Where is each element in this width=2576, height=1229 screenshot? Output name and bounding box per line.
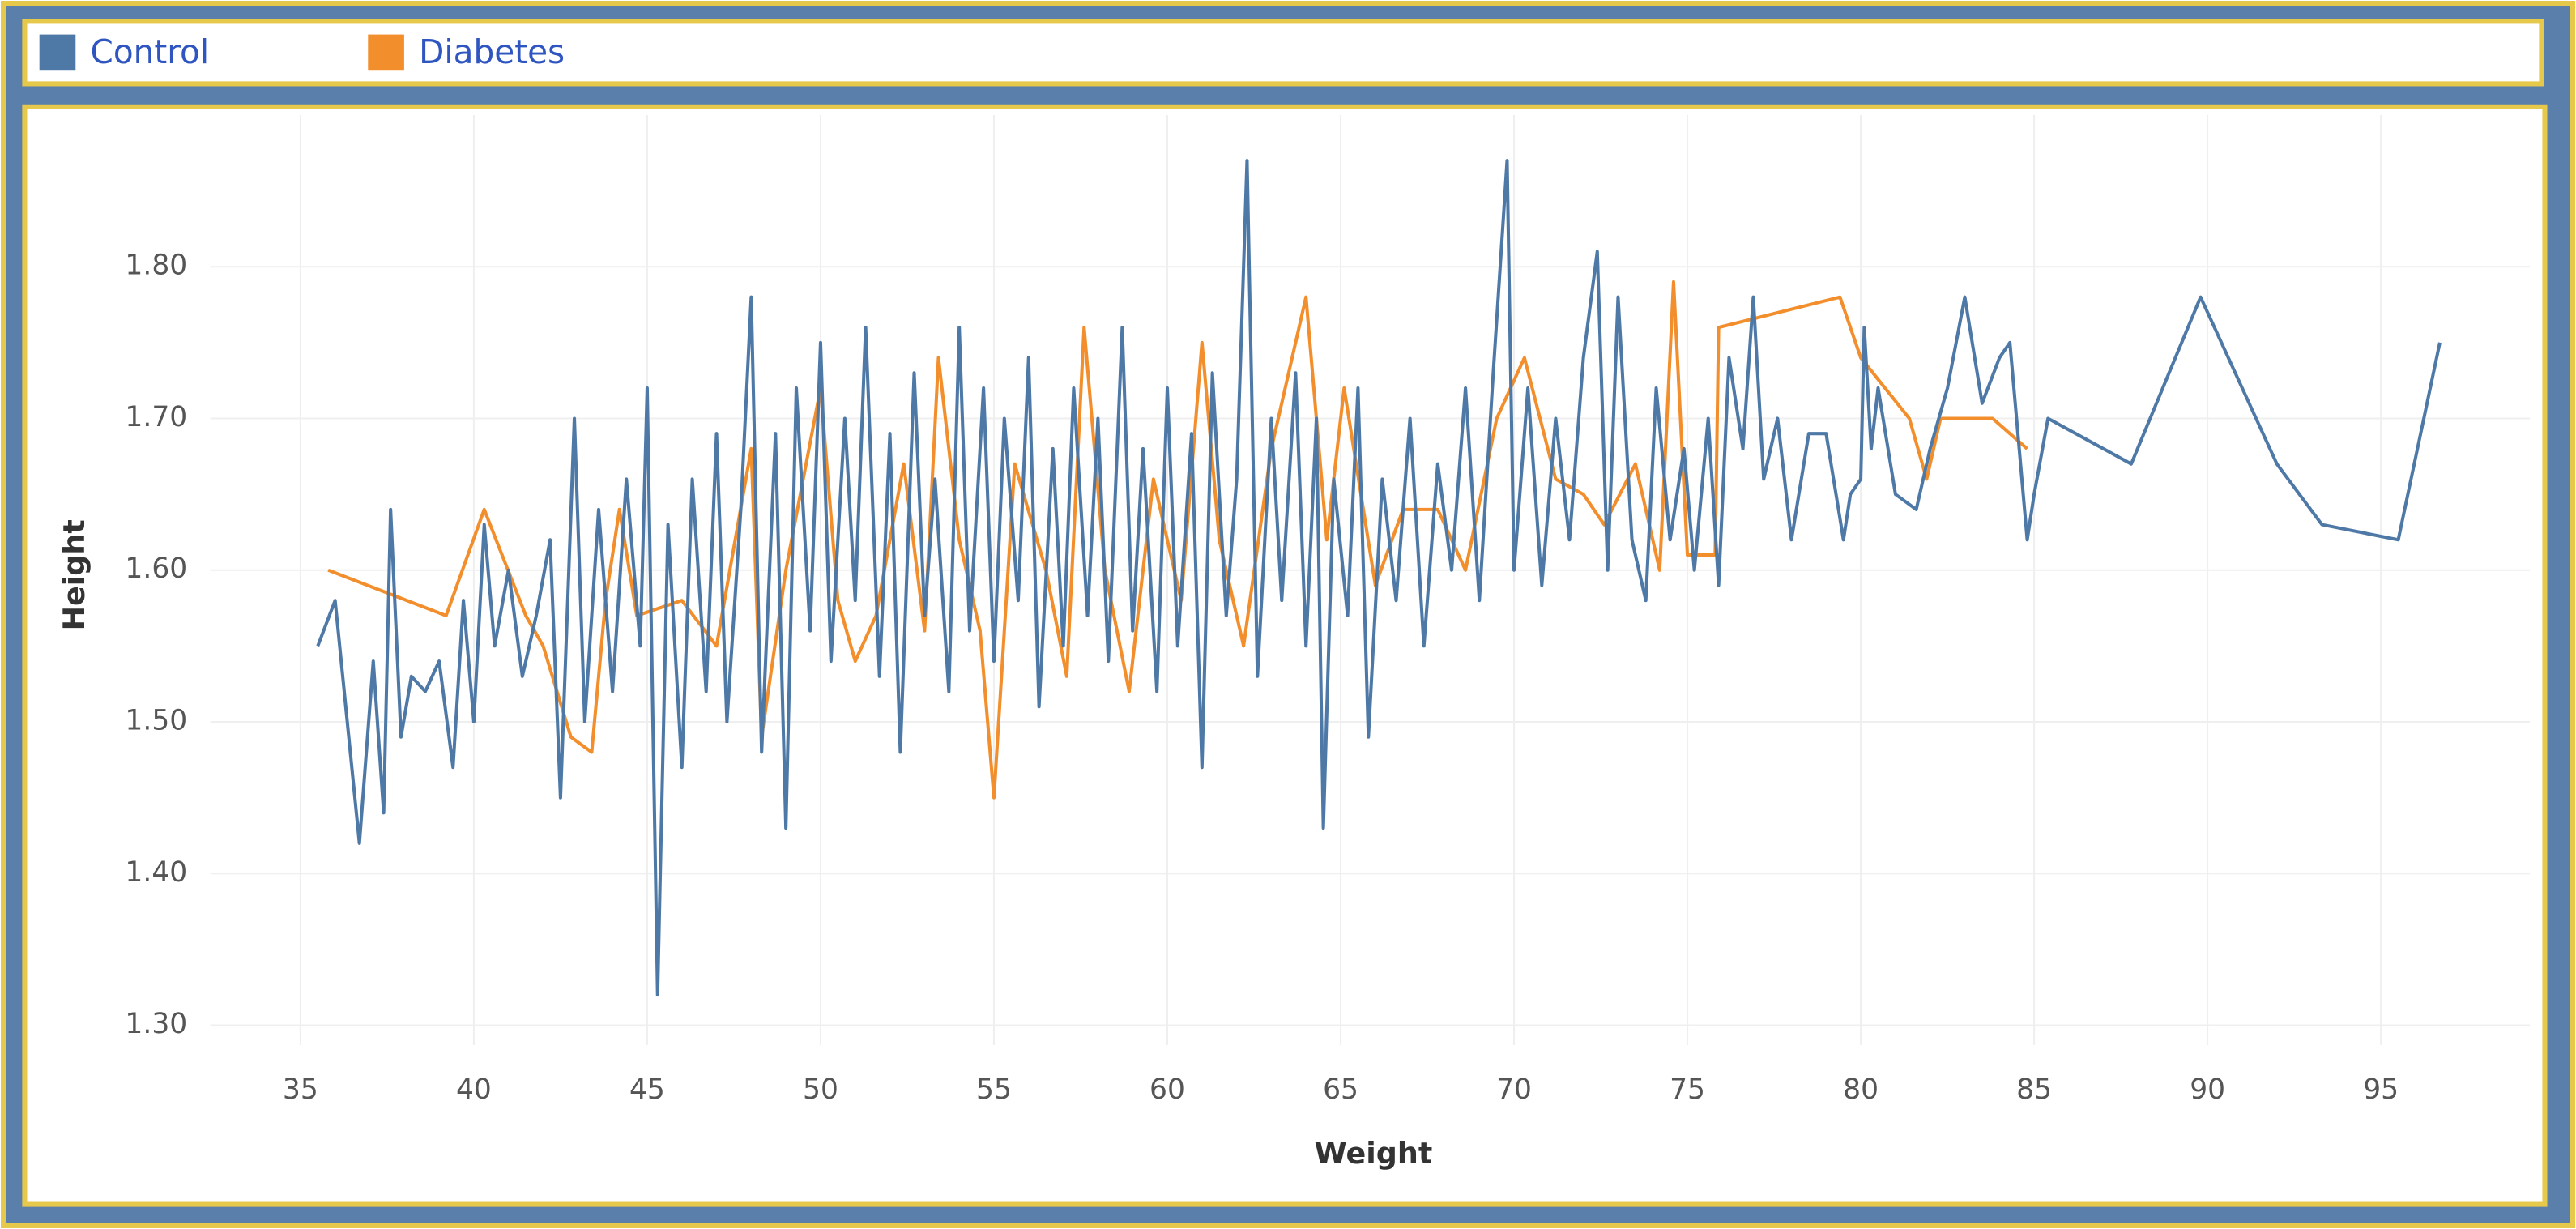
x-tick-label: 50	[803, 1073, 838, 1106]
x-axis-title: Weight	[1315, 1136, 1433, 1171]
x-tick-label: 45	[629, 1073, 665, 1106]
legend-label: Diabetes	[419, 32, 565, 71]
y-tick-label: 1.50	[125, 704, 187, 736]
grid	[210, 114, 2531, 1045]
legend: Control Diabetes	[39, 32, 565, 71]
x-tick-label: 90	[2190, 1073, 2225, 1106]
y-axis-title: Height	[57, 519, 92, 630]
x-tick-label: 70	[1496, 1073, 1532, 1106]
x-tick-label: 60	[1149, 1073, 1185, 1106]
legend-box	[22, 19, 2544, 87]
legend-label: Control	[91, 32, 210, 71]
plot-frame	[22, 104, 2548, 1207]
y-tick-label: 1.40	[125, 856, 187, 889]
x-tick-label: 75	[1670, 1073, 1705, 1106]
lines	[316, 159, 2442, 997]
x-tick-label: 80	[1843, 1073, 1879, 1106]
x-tick-label: 65	[1323, 1073, 1358, 1106]
y-tick-label: 1.80	[125, 250, 187, 282]
legend-swatch	[39, 34, 76, 71]
x-tick-label: 35	[283, 1073, 318, 1106]
ticks: 35 40 45 50 55 60 65 70 75 80 85 90 95 1.30 1.40 1.50 1.…	[125, 250, 2399, 1106]
x-tick-label: 55	[976, 1073, 1012, 1106]
y-tick-label: 1.30	[125, 1008, 187, 1040]
series-line	[316, 159, 2442, 997]
y-tick-label: 1.70	[125, 401, 187, 433]
y-tick-label: 1.60	[125, 553, 187, 585]
x-tick-label: 95	[2363, 1073, 2399, 1106]
x-tick-label: 85	[2016, 1073, 2052, 1106]
x-tick-label: 40	[456, 1073, 492, 1106]
legend-swatch	[368, 34, 404, 71]
